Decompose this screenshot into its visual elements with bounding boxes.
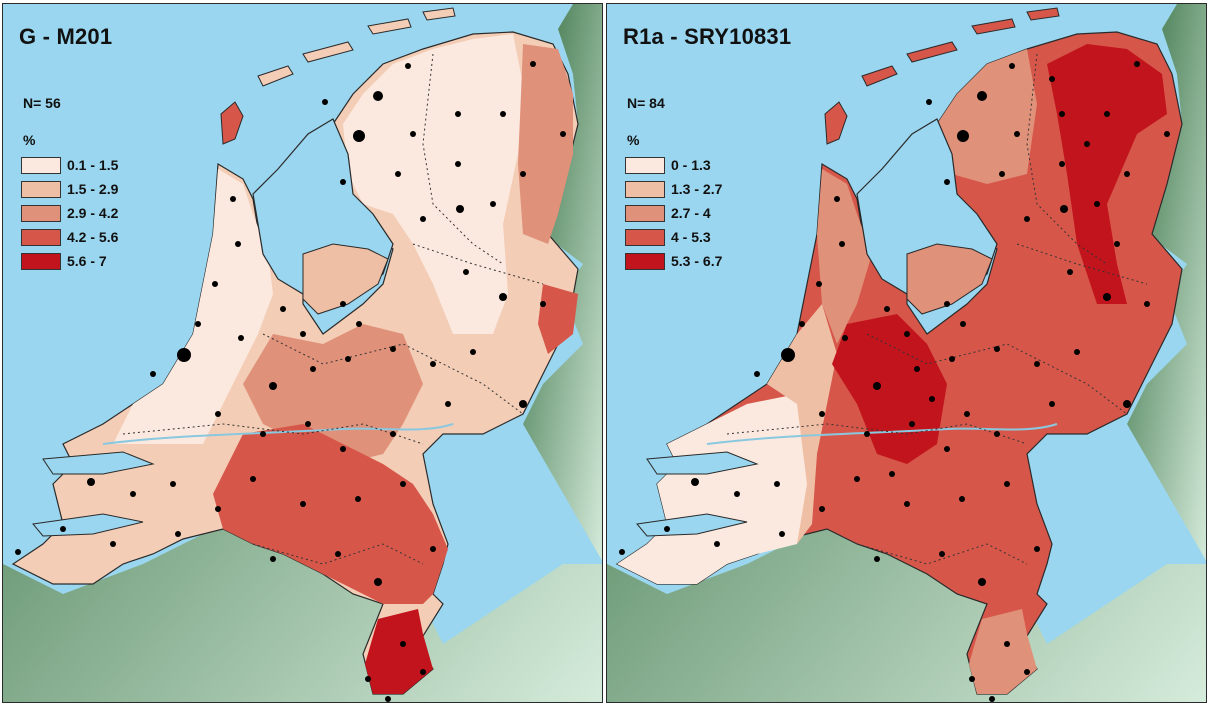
- legend-item: 2.9 - 4.2: [21, 202, 118, 224]
- legend-swatch: [625, 156, 665, 174]
- zone-2-7-4-limburg: [969, 609, 1037, 694]
- legend-label: 5.6 - 7: [67, 253, 107, 269]
- map-title: G - M201: [19, 24, 113, 49]
- province-borders: [122, 53, 544, 565]
- legend-item: 5.6 - 7: [21, 250, 118, 272]
- legend: 0.1 - 1.5 1.5 - 2.9 2.9 - 4.2 4.2 - 5.6 …: [21, 154, 118, 274]
- zeeland-estuary: [646, 451, 759, 475]
- legend-swatch: [625, 204, 665, 222]
- legend-label: 0.1 - 1.5: [67, 157, 119, 173]
- river-line: [102, 423, 454, 445]
- legend-item: 1.3 - 2.7: [625, 178, 722, 200]
- wadden-island-schiermonnikoog: [1026, 7, 1060, 21]
- legend-swatch: [21, 252, 61, 270]
- legend-item: 4.2 - 5.6: [21, 226, 118, 248]
- zone-0-1-3-west: [617, 394, 817, 584]
- neighbouring-land: [3, 524, 602, 702]
- wadden-island-vlieland: [257, 65, 294, 87]
- legend-item: 1.5 - 2.9: [21, 178, 118, 200]
- zone-2-7-4-mid: [817, 169, 872, 344]
- legend-label: 2.7 - 4: [671, 205, 711, 221]
- legend: 0 - 1.3 1.3 - 2.7 2.7 - 4 4 - 5.3 5.3 - …: [625, 154, 722, 274]
- map-panel-r1a-sry10831: R1a - SRY10831 N= 84 % 0 - 1.3 1.3 - 2.7…: [606, 3, 1207, 703]
- province-borders: [726, 53, 1148, 565]
- zone-0-1-1-5-north: [343, 34, 523, 334]
- zone-2-9-4-2-east: [518, 44, 573, 244]
- legend-unit-label: %: [23, 132, 36, 148]
- wadden-island-texel: [220, 101, 244, 145]
- zone-4-2-5-6-east: [538, 284, 578, 354]
- wadden-island-texel: [824, 101, 848, 145]
- neighbouring-land-east: [523, 4, 602, 561]
- map-panel-g-m201: G - M201 N= 56 % 0.1 - 1.5 1.5 - 2.9 2.9…: [2, 3, 603, 703]
- legend-label: 0 - 1.3: [671, 157, 711, 173]
- zone-2-7-4-north: [937, 49, 1037, 184]
- legend-item: 0 - 1.3: [625, 154, 722, 176]
- zone-5-3-6-7-centre: [832, 314, 947, 464]
- map-title: R1a - SRY10831: [623, 24, 792, 49]
- legend-swatch: [21, 204, 61, 222]
- sample-count-label: N= 84: [627, 95, 665, 111]
- legend-label: 1.5 - 2.9: [67, 181, 119, 197]
- legend-swatch: [21, 156, 61, 174]
- neighbouring-land-east: [1127, 4, 1206, 561]
- zeeland-estuary: [42, 451, 155, 475]
- legend-swatch: [625, 180, 665, 198]
- zone-1-3-2-7-west: [767, 304, 837, 544]
- netherlands-map-r1a-sry10831: [607, 4, 1206, 702]
- sample-locations: [15, 61, 566, 702]
- flevoland: [906, 243, 993, 315]
- sample-count-label: N= 56: [23, 95, 61, 111]
- legend-unit-label: %: [627, 132, 640, 148]
- wadden-island-ameland: [971, 18, 1016, 35]
- flevoland: [302, 243, 389, 315]
- zone-5-3-6-7-northeast: [1047, 44, 1167, 304]
- legend-label: 1.3 - 2.7: [671, 181, 723, 197]
- wadden-island-vlieland: [861, 65, 898, 87]
- legend-label: 4 - 5.3: [671, 229, 711, 245]
- legend-label: 2.9 - 4.2: [67, 205, 119, 221]
- legend-item: 5.3 - 6.7: [625, 250, 722, 272]
- legend-item: 0.1 - 1.5: [21, 154, 118, 176]
- neighbouring-land: [607, 524, 1206, 702]
- wadden-island-terschelling: [906, 41, 958, 63]
- river-line: [706, 423, 1058, 445]
- legend-swatch: [625, 252, 665, 270]
- legend-item: 4 - 5.3: [625, 226, 722, 248]
- netherlands-map-g-m201: [3, 4, 602, 702]
- wadden-island-schiermonnikoog: [422, 7, 456, 21]
- legend-swatch: [21, 228, 61, 246]
- legend-label: 4.2 - 5.6: [67, 229, 119, 245]
- wadden-island-terschelling: [302, 41, 354, 63]
- zone-5-6-7-limburg: [365, 609, 433, 694]
- sample-locations: [619, 61, 1170, 702]
- legend-label: 5.3 - 6.7: [671, 253, 723, 269]
- legend-swatch: [21, 180, 61, 198]
- legend-swatch: [625, 228, 665, 246]
- legend-item: 2.7 - 4: [625, 202, 722, 224]
- wadden-island-ameland: [367, 18, 412, 35]
- zone-4-2-5-6-south: [213, 424, 448, 604]
- zone-0-1-1-5-west: [113, 169, 273, 444]
